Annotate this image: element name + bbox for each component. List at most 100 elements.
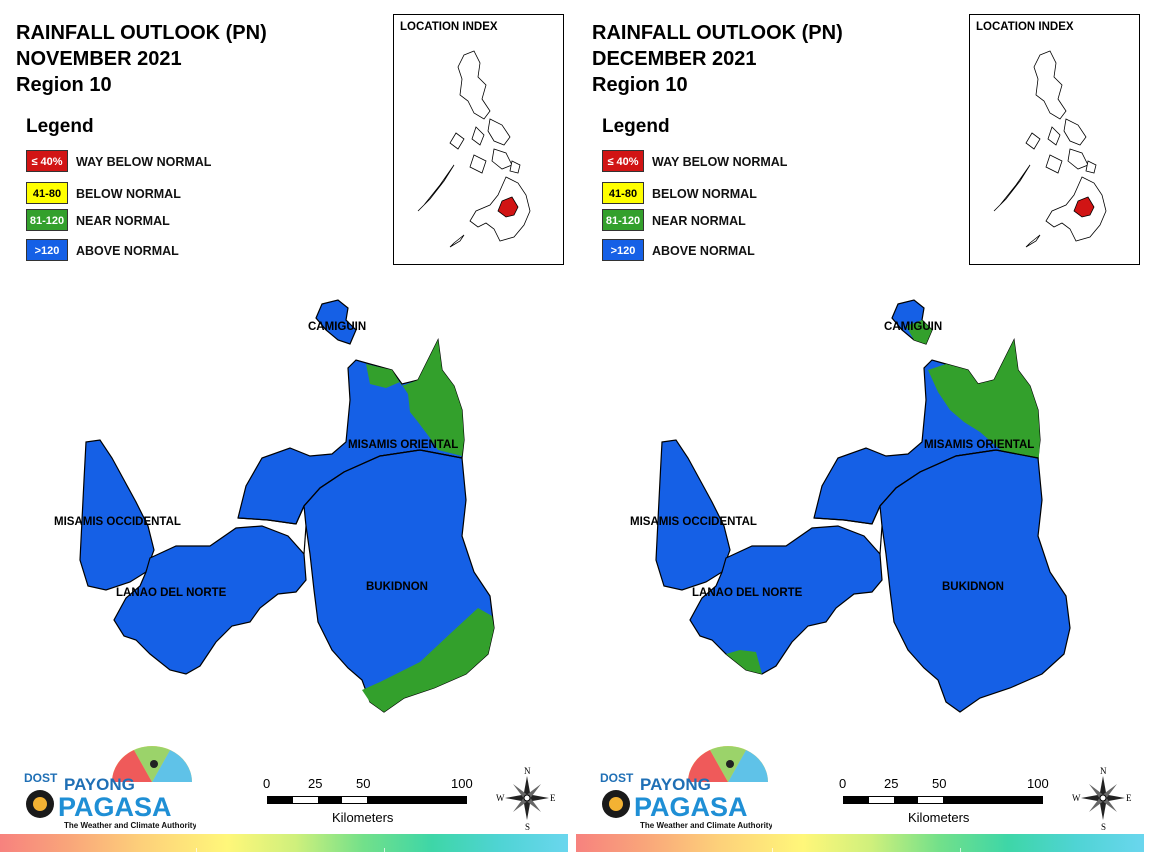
scale-tick-25: 25 (884, 776, 899, 791)
legend-label: NEAR NORMAL (652, 214, 746, 228)
compass-e: E (1126, 793, 1132, 803)
footer-gradient-bar (0, 834, 568, 852)
scale-tick-0: 0 (263, 776, 271, 791)
border-lanao-misamis-oriental (813, 505, 881, 525)
logo-pagasa: PAGASA (634, 792, 748, 822)
compass-n: N (524, 766, 531, 776)
compass-rose: N S E W (496, 764, 558, 832)
logo-tagline: The Weather and Climate Authority (64, 821, 196, 830)
scale-bar-graphic (843, 796, 1043, 804)
legend-swatch: 81-120 (26, 209, 68, 231)
logo-payong: PAYONG (64, 775, 135, 794)
philippines-index-map (993, 50, 1107, 248)
scale-bar: 0 25 50 100 Kilometers (838, 776, 1053, 826)
near-normal-zone-camiguin (906, 320, 932, 344)
map-title: RAINFALL OUTLOOK (PN) NOVEMBER 2021 Regi… (16, 20, 267, 98)
province-misamis-occidental (655, 439, 731, 591)
scale-tick-100: 100 (1027, 776, 1049, 791)
legend-label: WAY BELOW NORMAL (652, 155, 788, 169)
province-camiguin (315, 299, 357, 345)
label-misamis-occidental: MISAMIS OCCIDENTAL (630, 516, 757, 528)
title-line-2: DECEMBER 2021 (592, 48, 757, 70)
border-lanao-bukidnon (303, 525, 307, 555)
location-index: LOCATION INDEX (393, 14, 564, 265)
compass-w: W (496, 793, 505, 803)
compass-icon: N S E W (1072, 766, 1132, 832)
title-line-1: RAINFALL OUTLOOK (PN) (592, 22, 843, 44)
legend-swatch: 41-80 (26, 182, 68, 204)
title-line-2: NOVEMBER 2021 (16, 48, 182, 70)
label-bukidnon: BUKIDNON (942, 581, 1004, 593)
scale-tick-100: 100 (451, 776, 473, 791)
legend-label: NEAR NORMAL (76, 214, 170, 228)
scale-bar-graphic (267, 796, 467, 804)
compass-n: N (1100, 766, 1107, 776)
province-lanao-del-norte (689, 525, 883, 675)
legend-label: BELOW NORMAL (76, 187, 181, 201)
province-misamis-occidental (79, 439, 155, 591)
legend-swatch: 81-120 (602, 209, 644, 231)
location-index: LOCATION INDEX (969, 14, 1140, 265)
compass-w: W (1072, 793, 1081, 803)
location-index-title: LOCATION INDEX (400, 21, 498, 33)
scale-tick-25: 25 (308, 776, 323, 791)
logo-payong: PAYONG (640, 775, 711, 794)
label-lanao-del-norte: LANAO DEL NORTE (116, 587, 227, 599)
location-index-title: LOCATION INDEX (976, 21, 1074, 33)
label-misamis-oriental: MISAMIS ORIENTAL (348, 439, 458, 451)
legend-swatch: >120 (602, 239, 644, 261)
footer-gradient-bar (576, 834, 1144, 852)
title-line-3: Region 10 (16, 74, 112, 96)
border-lanao-bukidnon (879, 525, 883, 555)
near-normal-zone-misamis-oriental (928, 340, 1040, 470)
outlook-panel-november: RAINFALL OUTLOOK (PN) NOVEMBER 2021 Regi… (0, 14, 568, 852)
compass-s: S (1101, 822, 1106, 832)
logo-pagasa: PAGASA (58, 792, 172, 822)
region-10-highlight (1073, 196, 1095, 218)
near-normal-zone-lanao-del-norte (726, 650, 762, 674)
payong-pagasa-umbrella-logo: DOST PAYONG PAGASA The Weather and Clima… (600, 746, 773, 830)
label-misamis-occidental: MISAMIS OCCIDENTAL (54, 516, 181, 528)
near-normal-zone-misamis-oriental (366, 340, 464, 456)
region-10-highlight (497, 196, 519, 218)
payong-pagasa-umbrella-logo: DOST PAYONG PAGASA The Weather and Clima… (24, 746, 197, 830)
logo-tagline: The Weather and Climate Authority (640, 821, 772, 830)
scale-unit: Kilometers (908, 810, 970, 825)
compass-s: S (525, 822, 530, 832)
border-lanao-misamis-oriental (237, 505, 305, 525)
scale-tick-50: 50 (932, 776, 947, 791)
legend-label: WAY BELOW NORMAL (76, 155, 212, 169)
legend-title: Legend (602, 116, 670, 137)
label-misamis-oriental: MISAMIS ORIENTAL (924, 439, 1034, 451)
outlook-panel-december: RAINFALL OUTLOOK (PN) DECEMBER 2021 Regi… (576, 0, 1152, 864)
compass-icon: N S E W (496, 766, 556, 832)
legend-label: ABOVE NORMAL (652, 244, 755, 258)
philippines-index-map (417, 50, 531, 248)
compass-rose: N S E W (1072, 764, 1134, 832)
label-bukidnon: BUKIDNON (366, 581, 428, 593)
label-lanao-del-norte: LANAO DEL NORTE (692, 587, 803, 599)
legend-label: BELOW NORMAL (652, 187, 757, 201)
pagasa-logo: DOST PAYONG PAGASA The Weather and Clima… (16, 742, 197, 832)
label-camiguin: CAMIGUIN (308, 321, 366, 333)
title-line-1: RAINFALL OUTLOOK (PN) (16, 22, 267, 44)
label-camiguin: CAMIGUIN (884, 321, 942, 333)
province-lanao-del-norte (113, 525, 307, 675)
map-title: RAINFALL OUTLOOK (PN) DECEMBER 2021 Regi… (592, 20, 843, 98)
logo-dost: DOST (24, 771, 58, 785)
title-line-3: Region 10 (592, 74, 688, 96)
pagasa-logo: DOST PAYONG PAGASA The Weather and Clima… (592, 742, 773, 832)
legend-swatch: 41-80 (602, 182, 644, 204)
legend-swatch: >120 (26, 239, 68, 261)
scale-tick-0: 0 (839, 776, 847, 791)
scale-bar: 0 25 50 100 Kilometers (262, 776, 477, 826)
border-bukidnon-misamis-oriental (303, 449, 463, 507)
logo-dost: DOST (600, 771, 634, 785)
compass-e: E (550, 793, 556, 803)
region-10-map: CAMIGUIN MISAMIS ORIENTAL MISAMIS OCCIDE… (54, 299, 495, 713)
region-10-map: CAMIGUIN MISAMIS ORIENTAL MISAMIS OCCIDE… (630, 299, 1071, 713)
scale-unit: Kilometers (332, 810, 394, 825)
legend-label: ABOVE NORMAL (76, 244, 179, 258)
legend-swatch: ≤ 40% (26, 150, 68, 172)
border-bukidnon-misamis-oriental (879, 449, 1039, 507)
